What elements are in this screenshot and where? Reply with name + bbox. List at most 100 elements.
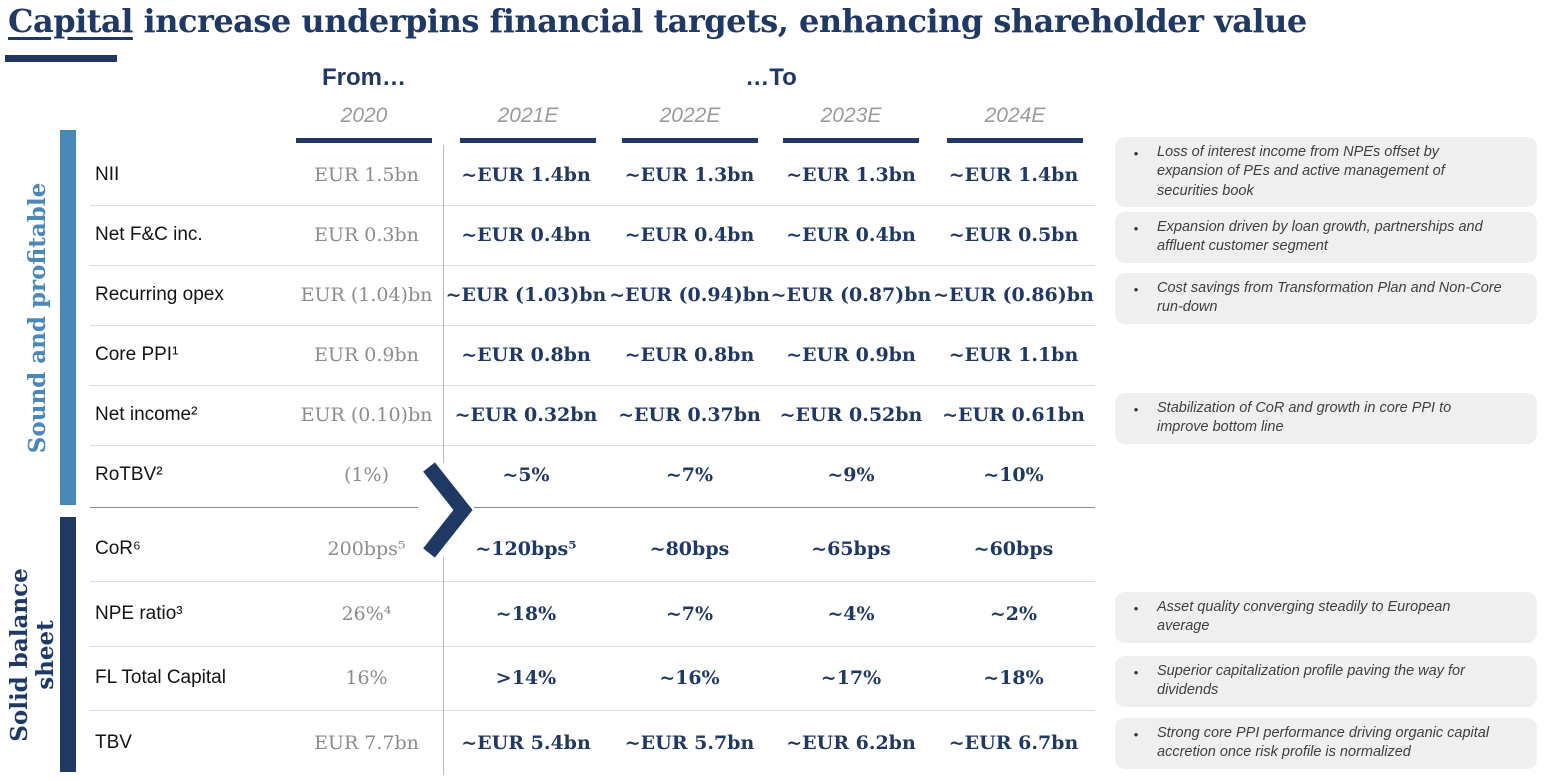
to-value-2024e: ~EUR (0.86)bn (933, 284, 1094, 306)
to-value-2024e: ~60bps (973, 538, 1054, 560)
table-row-core-ppi: Core PPI¹ EUR 0.9bn ~EUR 0.8bn ~EUR 0.8b… (90, 325, 1095, 386)
column-header-2021e: 2021E (497, 104, 559, 127)
page-title: Capital increase underpins financial tar… (8, 2, 1307, 40)
note-capital-accretion: • Strong core PPI performance driving or… (1115, 718, 1537, 769)
table-row-fl-total-capital: FL Total Capital 16% >14% ~16% ~17% ~18% (90, 646, 1095, 711)
column-underline-2024e (947, 138, 1083, 143)
to-value-2021e: ~5% (502, 464, 550, 486)
to-label: …To (745, 64, 797, 91)
note-text: Loss of interest income from NPEs offset… (1157, 144, 1445, 199)
to-value-2023e: ~65bps (811, 538, 891, 560)
column-header-2022e: 2022E (659, 104, 721, 127)
section-bar-sound-profitable (60, 130, 76, 505)
to-value-2023e: ~EUR (0.87)bn (770, 284, 932, 306)
to-value-2022e: ~EUR 0.8bn (624, 344, 755, 366)
to-value-2023e: ~EUR 0.52bn (779, 404, 923, 426)
to-value-2023e: ~4% (827, 602, 875, 625)
table-row-net-fc: Net F&C inc. EUR 0.3bn ~EUR 0.4bn ~EUR 0… (90, 205, 1095, 266)
table-row-cor: CoR⁶ 200bps⁵ ~120bps⁵ ~80bps ~65bps ~60b… (90, 517, 1095, 582)
note-net-fc: • Expansion driven by loan growth, partn… (1115, 212, 1537, 263)
to-value-2021e: ~EUR (1.03)bn (445, 284, 607, 306)
bullet-icon: • (1133, 402, 1139, 417)
note-text: Expansion driven by loan growth, partner… (1157, 219, 1483, 255)
to-value-2023e: ~EUR 1.3bn (786, 164, 916, 186)
to-value-2022e: ~EUR 1.3bn (624, 164, 755, 186)
note-text: Strong core PPI performance driving orga… (1157, 725, 1490, 761)
bullet-icon: • (1133, 221, 1139, 236)
from-value: EUR 0.3bn (314, 224, 419, 246)
to-value-2024e: ~EUR 1.4bn (948, 164, 1079, 186)
from-value: (1%) (344, 464, 389, 486)
to-value-2021e: ~EUR 1.4bn (461, 164, 591, 186)
note-asset-quality: • Asset quality converging steadily to E… (1115, 592, 1537, 643)
bullet-icon: • (1133, 146, 1139, 161)
to-value-2024e: ~EUR 1.1bn (948, 344, 1079, 366)
to-value-2024e: ~EUR 0.5bn (948, 224, 1079, 246)
from-value: EUR 1.5bn (314, 164, 419, 186)
section-label-sound-profitable: Sound and profitable (24, 182, 51, 454)
to-value-2021e: >14% (495, 667, 557, 689)
from-value: EUR (1.04)bn (300, 284, 433, 306)
section-bar-solid-balance (60, 517, 76, 772)
column-underline-2020 (296, 138, 432, 143)
to-value-2023e: ~EUR 6.2bn (786, 731, 916, 754)
to-value-2021e: ~EUR 0.32bn (454, 404, 598, 426)
to-value-2023e: ~EUR 0.4bn (786, 224, 916, 246)
note-text: Stabilization of CoR and growth in core … (1157, 400, 1452, 436)
note-bottom-line: • Stabilization of CoR and growth in cor… (1115, 393, 1537, 444)
to-value-2024e: ~18% (983, 667, 1044, 689)
from-value: EUR (0.10)bn (300, 404, 433, 426)
from-value: EUR 0.9bn (314, 344, 419, 366)
table-row-rotbv: RoTBV² (1%) ~5% ~7% ~9% ~10% (90, 445, 1095, 505)
to-value-2024e: ~10% (983, 464, 1044, 486)
column-underline-2023e (783, 138, 919, 143)
title-accent-bar (5, 55, 117, 62)
note-text: Asset quality converging steadily to Eur… (1157, 599, 1451, 635)
to-value-2021e: ~EUR 5.4bn (461, 731, 591, 754)
to-value-2021e: ~EUR 0.4bn (461, 224, 591, 246)
bullet-icon: • (1133, 665, 1139, 680)
note-nii: • Loss of interest income from NPEs offs… (1115, 137, 1537, 208)
to-value-2022e: ~EUR 5.7bn (624, 731, 755, 754)
from-value: 200bps⁵ (327, 538, 406, 560)
column-header-2020: 2020 (340, 104, 388, 127)
to-value-2022e: ~EUR 0.37bn (618, 404, 761, 426)
note-text: Superior capitalization profile paving t… (1157, 663, 1465, 699)
table-row-npe-ratio: NPE ratio³ 26%⁴ ~18% ~7% ~4% ~2% (90, 581, 1095, 647)
to-value-2022e: ~7% (665, 464, 714, 486)
metric-label: RoTBV² (95, 464, 163, 485)
metric-label: NII (95, 164, 120, 185)
bullet-icon: • (1133, 282, 1139, 297)
column-header-2023e: 2023E (820, 104, 882, 127)
from-label: From… (322, 64, 406, 91)
to-value-2024e: ~EUR 6.7bn (948, 731, 1079, 754)
from-value: 16% (345, 667, 388, 689)
to-value-2022e: ~80bps (649, 538, 730, 560)
to-value-2022e: ~EUR (0.94)bn (609, 284, 770, 306)
to-value-2022e: ~EUR 0.4bn (624, 224, 755, 246)
table-row-recurring-opex: Recurring opex EUR (1.04)bn ~EUR (1.03)b… (90, 265, 1095, 326)
to-value-2021e: ~EUR 0.8bn (461, 344, 591, 366)
table-row-net-income: Net income² EUR (0.10)bn ~EUR 0.32bn ~EU… (90, 385, 1095, 446)
bullet-icon: • (1133, 601, 1139, 616)
column-header-2024e: 2024E (984, 104, 1046, 127)
to-value-2024e: ~2% (989, 602, 1038, 625)
to-value-2023e: ~17% (820, 667, 882, 689)
to-value-2022e: ~7% (665, 602, 714, 625)
table-row-nii: NII EUR 1.5bn ~EUR 1.4bn ~EUR 1.3bn ~EUR… (90, 145, 1095, 206)
to-value-2024e: ~EUR 0.61bn (942, 404, 1085, 426)
metric-label: Core PPI¹ (95, 344, 179, 365)
table-row-tbv: TBV EUR 7.7bn ~EUR 5.4bn ~EUR 5.7bn ~EUR… (90, 710, 1095, 775)
to-value-2021e: ~120bps⁵ (475, 538, 577, 560)
metric-label: Net income² (95, 404, 198, 425)
metric-label: NPE ratio³ (95, 602, 183, 624)
to-value-2023e: ~EUR 0.9bn (786, 344, 916, 366)
metric-label: CoR⁶ (95, 538, 141, 559)
to-value-2022e: ~16% (659, 667, 720, 689)
from-value: 26%⁴ (341, 602, 392, 625)
title-rest: increase underpins financial targets, en… (132, 2, 1308, 40)
metric-label: Recurring opex (95, 284, 224, 305)
column-underline-2021e (460, 138, 596, 143)
metric-label: Net F&C inc. (95, 224, 203, 245)
